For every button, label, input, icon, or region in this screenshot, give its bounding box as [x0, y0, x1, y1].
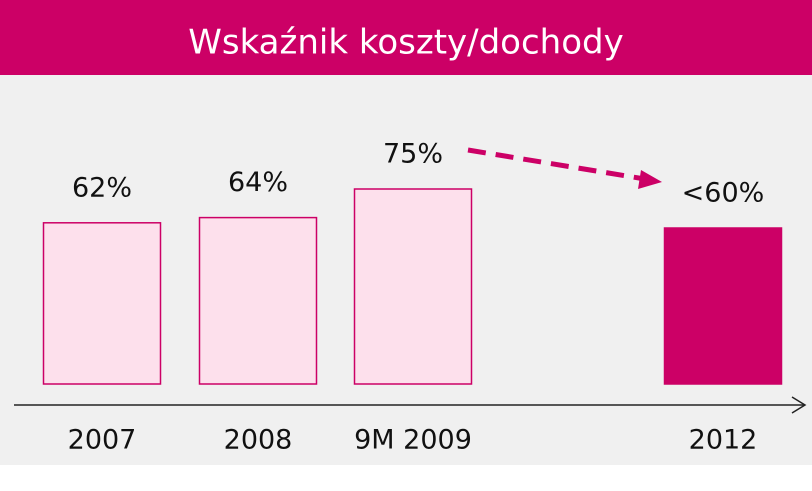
- axis-arrow: [791, 396, 807, 414]
- trend-arrow: [467, 147, 646, 182]
- chart-title: Wskaźnik koszty/dochody: [188, 23, 623, 63]
- value-label: 62%: [72, 172, 132, 203]
- value-label: 75%: [383, 139, 443, 170]
- bar: [198, 216, 318, 385]
- x-tick-label: 2007: [68, 425, 137, 456]
- header: [0, 0, 812, 75]
- value-label: <60%: [682, 178, 765, 209]
- x-tick-label: 9M 2009: [354, 425, 472, 456]
- bar: [42, 222, 162, 385]
- x-tick-label: 2012: [689, 425, 758, 456]
- bar: [353, 188, 473, 385]
- trend-arrow-head: [638, 170, 662, 189]
- value-label: 64%: [228, 167, 288, 198]
- bar: [663, 227, 783, 385]
- x-tick-label: 2008: [224, 425, 293, 456]
